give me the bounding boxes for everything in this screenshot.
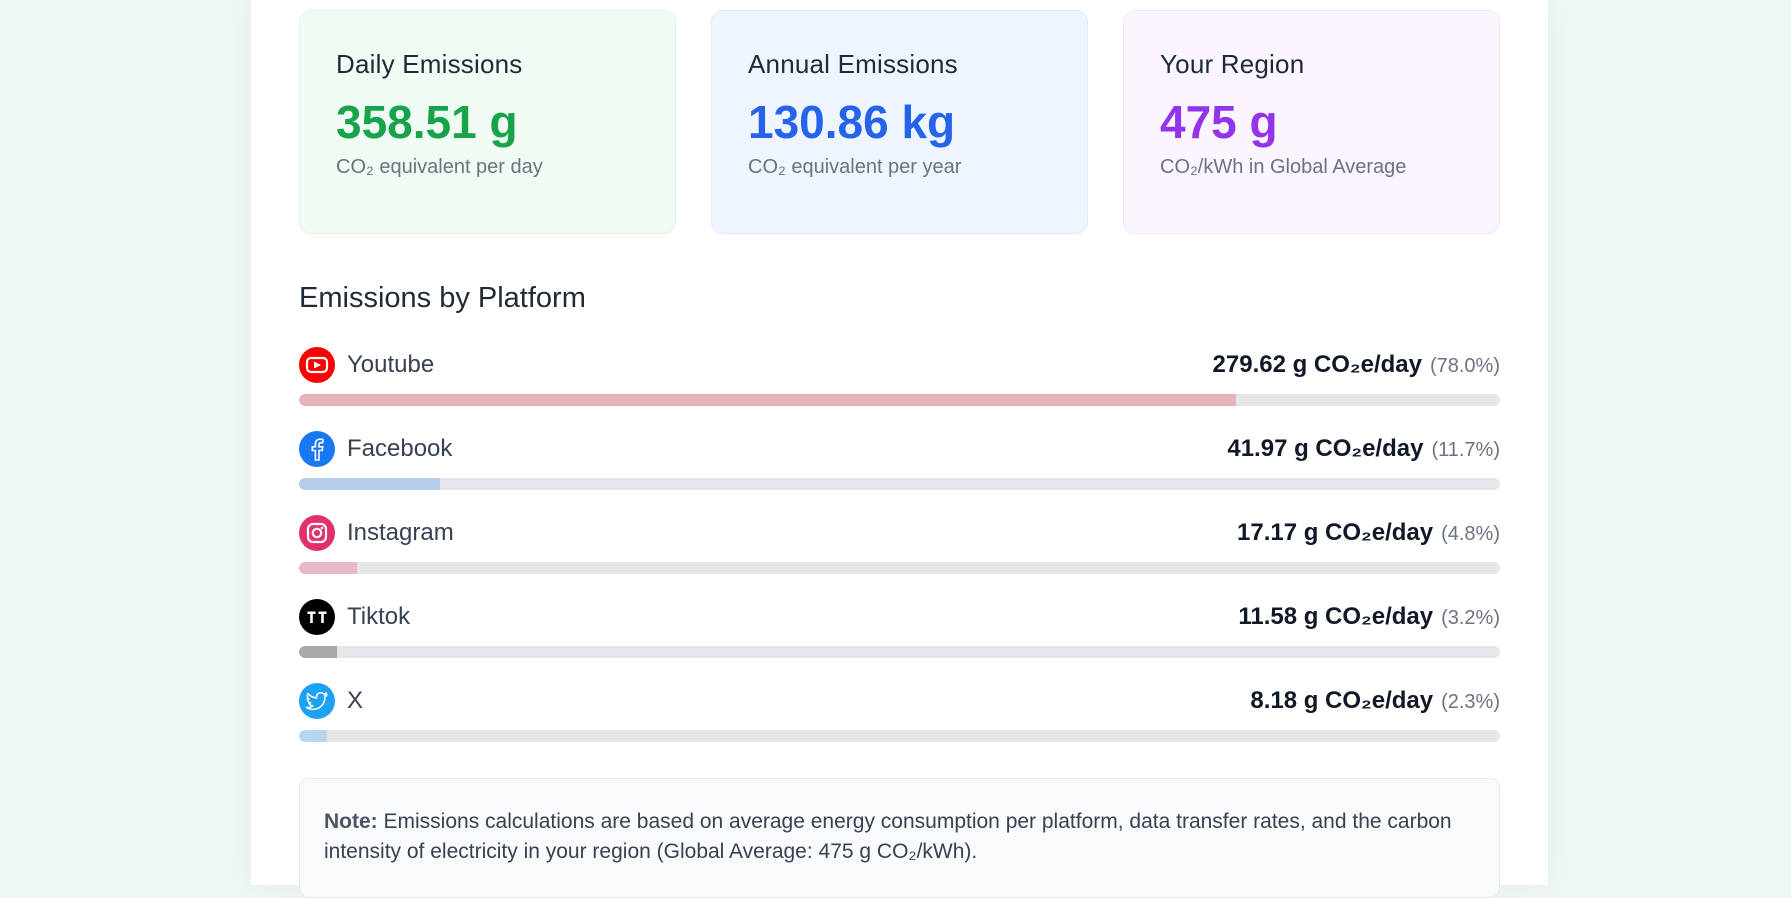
platform-bar-fill <box>299 646 338 658</box>
instagram-icon <box>299 515 335 551</box>
platform-percent: (2.3%) <box>1441 691 1500 713</box>
daily-emissions-card: Daily Emissions 358.51 g CO₂ equivalent … <box>299 10 676 234</box>
card-subtitle: CO₂ equivalent per day <box>336 156 543 179</box>
summary-cards: Daily Emissions 358.51 g CO₂ equivalent … <box>299 10 1500 234</box>
platform-percent: (11.7%) <box>1431 439 1500 461</box>
platform-emissions: 8.18 g CO₂e/day <box>1250 687 1434 714</box>
card-title: Daily Emissions <box>336 49 523 79</box>
platform-name: Instagram <box>347 519 454 546</box>
platform-name: Facebook <box>347 435 453 462</box>
note-label: Note: <box>324 810 378 833</box>
platform-name: Tiktok <box>347 603 411 630</box>
note-text: Emissions calculations are based on aver… <box>324 810 1452 863</box>
card-subtitle: CO₂ equivalent per year <box>748 156 962 179</box>
methodology-note: Note: Emissions calculations are based o… <box>299 778 1500 898</box>
platform-name: X <box>347 687 364 714</box>
platform-stats: 41.97 g CO₂e/day (11.7%) <box>1227 435 1500 463</box>
twitter-bird-icon <box>299 683 335 719</box>
platform-bar-track <box>299 646 1500 658</box>
platform-row-x: X 8.18 g CO₂e/day (2.3%) <box>299 681 1500 765</box>
platform-row-tiktok: Tiktok 11.58 g CO₂e/day (3.2%) <box>299 597 1500 681</box>
card-subtitle: CO₂/kWh in Global Average <box>1160 156 1407 179</box>
facebook-icon <box>299 431 335 467</box>
card-value: 475 g <box>1160 96 1278 148</box>
platform-percent: (3.2%) <box>1441 607 1500 629</box>
platform-bar-fill <box>299 562 357 574</box>
annual-emissions-card: Annual Emissions 130.86 kg CO₂ equivalen… <box>711 10 1088 234</box>
card-title: Annual Emissions <box>748 49 958 79</box>
card-value: 130.86 kg <box>748 96 956 148</box>
results-panel: Daily Emissions 358.51 g CO₂ equivalent … <box>251 0 1548 898</box>
platform-emissions: 17.17 g CO₂e/day <box>1237 519 1434 546</box>
platform-name: Youtube <box>347 351 435 378</box>
youtube-icon <box>299 347 335 383</box>
card-value: 358.51 g <box>336 96 518 148</box>
platform-emissions: 279.62 g CO₂e/day <box>1212 351 1422 378</box>
platform-row-youtube: Youtube 279.62 g CO₂e/day (78.0%) <box>299 345 1500 429</box>
platform-row-instagram: Instagram 17.17 g CO₂e/day (4.8%) <box>299 513 1500 597</box>
platform-bar-track <box>299 562 1500 574</box>
platform-percent: (4.8%) <box>1441 523 1500 545</box>
region-card: Your Region 475 g CO₂/kWh in Global Aver… <box>1123 10 1500 234</box>
platform-bar-fill <box>299 730 327 742</box>
section-title: Emissions by Platform <box>299 282 586 314</box>
platform-bar-track <box>299 478 1500 490</box>
platform-stats: 11.58 g CO₂e/day (3.2%) <box>1238 603 1500 631</box>
platform-bar-track <box>299 394 1500 406</box>
platform-bar-fill <box>299 478 440 490</box>
platform-emissions: 41.97 g CO₂e/day <box>1227 435 1424 462</box>
platform-row-facebook: Facebook 41.97 g CO₂e/day (11.7%) <box>299 429 1500 513</box>
platform-bar-fill <box>299 394 1236 406</box>
tiktok-icon <box>299 599 335 635</box>
platform-percent: (78.0%) <box>1429 355 1500 377</box>
card-title: Your Region <box>1160 49 1305 79</box>
platform-stats: 17.17 g CO₂e/day (4.8%) <box>1237 519 1500 547</box>
platform-stats: 8.18 g CO₂e/day (2.3%) <box>1250 687 1500 715</box>
platform-bar-track <box>299 730 1500 742</box>
platform-stats: 279.62 g CO₂e/day (78.0%) <box>1213 351 1500 379</box>
platform-list: Youtube 279.62 g CO₂e/day (78.0%) Faceboo… <box>299 345 1500 765</box>
platform-emissions: 11.58 g CO₂e/day <box>1238 603 1434 630</box>
